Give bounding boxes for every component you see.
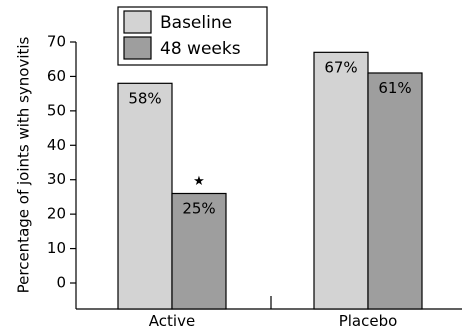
y-tick-label: 40 [47,136,66,154]
bar-placebo-48-weeks [367,72,423,310]
y-axis-label: Percentage of joints with synovitis [15,36,33,293]
data-label: 61% [378,79,411,97]
bar-active-baseline [117,82,173,310]
y-tick-label: 20 [47,205,66,223]
y-tick-label: 60 [47,67,66,85]
y-tick-label: 10 [47,239,66,257]
data-label: 58% [128,89,161,107]
data-label: 25% [182,199,215,217]
y-tick-label: 30 [47,170,66,188]
legend: Baseline 48 weeks [117,6,268,66]
y-tick-label: 70 [47,33,66,51]
bars [117,51,423,310]
y-tick-label: 0 [56,274,66,292]
legend-swatch-1 [123,36,152,60]
x-tick-label-placebo: Placebo [339,312,398,330]
y-axis-label-group: Percentage of joints with synovitis [15,36,33,293]
legend-label: 48 weeks [160,39,241,59]
data-label: 67% [324,58,357,76]
data-labels: 58% 67% 25% 61% ★ [128,58,411,217]
legend-swatch-0 [123,10,152,34]
x-tick-label-active: Active [149,312,195,330]
y-tick-label: 50 [47,101,66,119]
bar-active-48-weeks [171,192,227,310]
axes: 0 10 20 30 40 50 60 70 Active Placebo [47,33,462,330]
significance-star-annotation: ★ [193,174,205,189]
legend-label: Baseline [160,13,232,33]
bar-placebo-baseline [313,51,369,310]
